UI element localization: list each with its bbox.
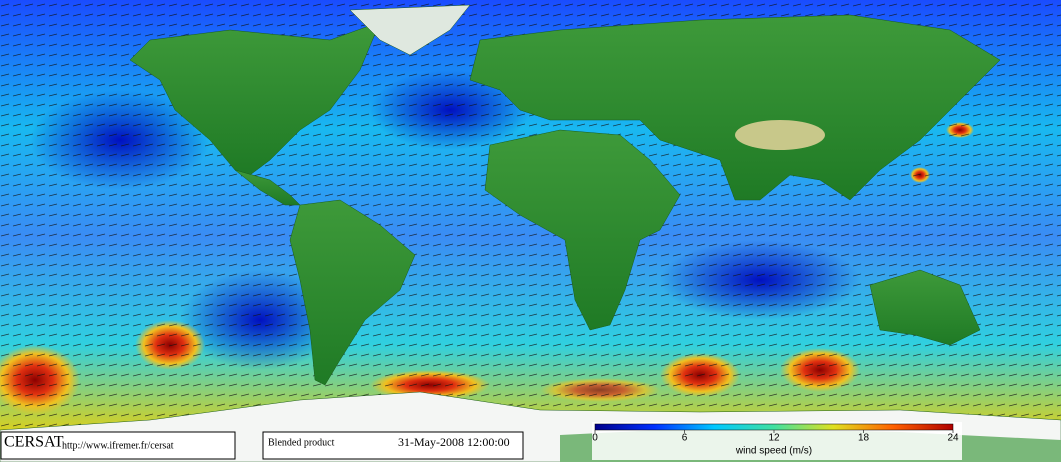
product: Blended product: [268, 437, 335, 448]
product-box: [262, 431, 524, 460]
url: http://www.ifremer.fr/cersat: [62, 440, 174, 451]
colorbar-tick-label: 18: [858, 433, 870, 444]
logo-box: [0, 431, 236, 460]
land: [0, 4, 1061, 462]
colorbar-label: wind speed (m/s): [735, 446, 812, 457]
logo: CERSAT: [4, 434, 64, 451]
date: 31-May-2008 12:00:00: [398, 435, 510, 449]
colorbar-scale: [594, 423, 954, 431]
colorbar-tick-label: 6: [682, 433, 688, 444]
colorbar: wind speed (m/s) 0 6 12 18 24: [592, 422, 962, 460]
colorbar-tick-label: 12: [768, 433, 780, 444]
colorbar-tick-label: 24: [947, 433, 959, 444]
footer: CERSAT http://www.ifremer.fr/cersat Blen…: [0, 431, 524, 460]
colorbar-tick-label: 0: [592, 433, 598, 444]
